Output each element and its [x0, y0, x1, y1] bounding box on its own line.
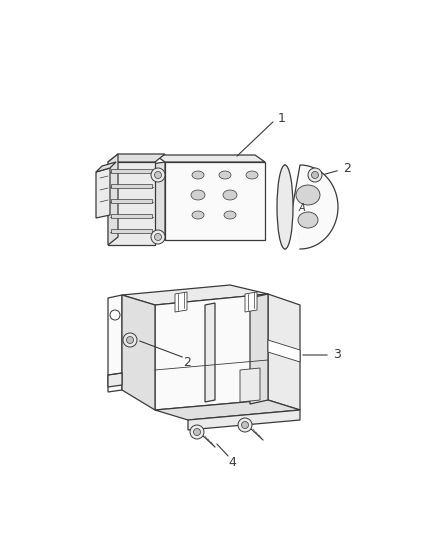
Text: 3: 3 [333, 348, 341, 360]
Polygon shape [155, 155, 265, 162]
Ellipse shape [191, 190, 205, 200]
Ellipse shape [224, 211, 236, 219]
Circle shape [241, 422, 248, 429]
Ellipse shape [192, 171, 204, 179]
Polygon shape [108, 154, 118, 245]
Polygon shape [108, 162, 155, 245]
Polygon shape [108, 373, 122, 387]
Polygon shape [268, 340, 300, 362]
Polygon shape [96, 168, 110, 218]
Polygon shape [245, 292, 257, 312]
Polygon shape [155, 294, 268, 410]
Polygon shape [285, 165, 338, 249]
Ellipse shape [277, 165, 293, 249]
Ellipse shape [296, 185, 320, 205]
Polygon shape [165, 162, 265, 240]
Circle shape [151, 168, 165, 182]
Polygon shape [155, 400, 300, 420]
Polygon shape [111, 169, 152, 173]
Polygon shape [122, 295, 155, 410]
Polygon shape [250, 294, 268, 404]
Text: A: A [299, 203, 305, 213]
Polygon shape [175, 292, 187, 312]
Circle shape [308, 168, 322, 182]
Polygon shape [111, 199, 152, 203]
Circle shape [238, 418, 252, 432]
Circle shape [190, 425, 204, 439]
Polygon shape [111, 229, 152, 233]
Polygon shape [268, 294, 300, 410]
Polygon shape [205, 303, 215, 402]
Polygon shape [122, 285, 268, 305]
Circle shape [127, 336, 134, 343]
Circle shape [311, 172, 318, 179]
Polygon shape [108, 154, 165, 162]
Polygon shape [108, 295, 122, 392]
Circle shape [155, 233, 162, 240]
Circle shape [110, 310, 120, 320]
Ellipse shape [192, 211, 204, 219]
Ellipse shape [246, 171, 258, 179]
Polygon shape [240, 368, 260, 402]
Circle shape [123, 333, 137, 347]
Polygon shape [188, 410, 300, 430]
Ellipse shape [223, 190, 237, 200]
Ellipse shape [298, 212, 318, 228]
Polygon shape [96, 162, 116, 172]
Circle shape [155, 172, 162, 179]
Text: 2: 2 [343, 163, 351, 175]
Text: 4: 4 [228, 456, 236, 469]
Ellipse shape [219, 171, 231, 179]
Text: 1: 1 [278, 111, 286, 125]
Polygon shape [111, 184, 152, 188]
Circle shape [151, 230, 165, 244]
Text: 2: 2 [183, 356, 191, 368]
Circle shape [194, 429, 201, 435]
Polygon shape [111, 214, 152, 218]
Polygon shape [145, 162, 165, 243]
